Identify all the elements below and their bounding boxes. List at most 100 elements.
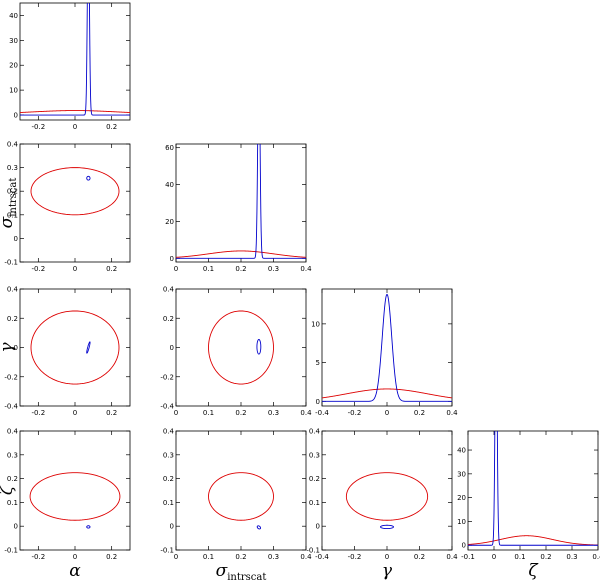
y-tick-label: 0.4 [163,286,175,294]
x-tick-label: 0.2 [235,553,246,561]
x-tick-label: 0.2 [106,409,117,417]
x-tick-label: 0.1 [514,553,525,561]
y-tick-label: 40 [165,181,174,189]
y-tick-label: 20 [165,218,174,226]
x-tick-label: 0.4 [592,553,600,561]
panel-r2-c0: -0.2 0 0.2 -0.4 -0.2 0 0.2 0.4 [4,286,131,417]
x-tick-label: -0.2 [348,553,362,561]
y-tick-label: -0.1 [160,547,174,555]
y-tick-label: 0.2 [7,188,18,196]
posterior-curve [20,3,130,116]
y-tick-label: 40 [457,447,466,455]
x-tick-label: 0.4 [300,409,312,417]
y-tick-label: 0.3 [7,164,18,172]
y-tick-label: -0.4 [160,403,174,411]
panel-frame [175,430,307,551]
x-tick-label: 0 [73,409,77,417]
y-axis-label-2: γ [0,342,17,353]
x-tick-label: -0.4 [315,409,329,417]
posterior-contour [256,339,262,355]
x-tick-label: -0.2 [31,409,45,417]
prior-curve [468,535,598,546]
panel-r3-c1: 0 0.1 0.2 0.3 0.4-0.100.10.20.30.4 [160,428,312,562]
y-tick-label: 0 [170,255,174,263]
x-tick-label: 0 [73,553,77,561]
y-tick-label: 0.3 [7,451,18,459]
y-tick-label: 30 [457,470,466,478]
y-axis-label-3: ζ [0,484,17,495]
y-tick-label: 30 [9,37,18,45]
x-tick-label: 0.2 [414,409,425,417]
x-tick-label: 0.4 [300,553,312,561]
y-tick-label: -0.1 [4,259,18,267]
param-symbol: α [69,561,81,581]
prior-contour [345,472,429,521]
param-symbol: γ [0,342,17,353]
posterior-contour [256,525,262,530]
x-tick-label: -0.2 [31,553,45,561]
x-tick-label: 0.2 [106,265,117,273]
panel-frame [19,288,131,407]
x-tick-label: -0.2 [348,409,362,417]
y-tick-label: 40 [9,12,18,20]
y-tick-label: 0.2 [163,315,174,323]
x-tick-label: -0.2 [31,265,45,273]
y-tick-label: 0.4 [309,428,321,436]
x-tick-label: 0 [385,409,389,417]
prior-curve [176,250,306,258]
y-tick-label: 0.1 [7,211,18,219]
posterior-curve [322,293,452,402]
y-tick-label: 0.2 [309,475,320,483]
y-tick-label: 5 [316,359,320,367]
x-tick-label: 0 [174,409,178,417]
prior-curve [322,388,452,399]
param-symbol: σ [216,561,228,581]
param-symbol: σ [0,216,17,228]
y-tick-label: -0.4 [4,403,18,411]
posterior-curve [468,431,598,546]
panel-r1-c1: 0 0.1 0.2 0.3 0.4 0 20 40 60 [165,143,312,273]
x-tick-label: 0.2 [235,409,246,417]
panel-r2-c2: -0.4 -0.2 0 0.2 0.4 0 5 10 [311,288,458,417]
param-symbol: γ [382,561,393,581]
prior-contour [30,167,120,216]
panel-r2-c1: 0 0.1 0.2 0.3 0.4 -0.4 -0.2 0 0.2 0.4 [160,286,312,418]
y-tick-label: 0.3 [163,451,174,459]
posterior-contour [86,525,91,529]
y-tick-label: -0.2 [160,373,174,381]
x-tick-label: 0.2 [106,123,117,131]
y-tick-label: -0.1 [306,547,320,555]
x-tick-label: 0.4 [446,553,458,561]
param-symbol: ζ [0,484,17,495]
y-tick-label: 0.1 [7,499,18,507]
y-tick-label: 0 [316,523,320,531]
y-tick-label: 0.4 [7,286,19,294]
y-tick-label: 10 [311,320,320,328]
y-tick-label: 0 [14,523,18,531]
posterior-curve [176,144,306,259]
x-tick-label: 0 [73,265,77,273]
x-tick-label: 0.2 [540,553,551,561]
panel-frame [19,430,131,551]
x-tick-label: 0 [73,123,77,131]
param-subscript: intrscat [227,572,266,583]
y-tick-label: 0.2 [7,315,18,323]
panel-frame [321,430,453,551]
x-tick-label: 0.3 [268,265,279,273]
x-tick-label: 0.2 [235,265,246,273]
panel-frame [175,143,307,263]
x-tick-label: 0.3 [566,553,577,561]
panel-frame [467,430,599,551]
prior-contour [30,310,120,385]
panel-r0-c0: -0.2 0 0.2 0 10 20 30 40 [9,2,131,131]
panel-frame [19,2,131,121]
x-axis-label-2: γ [382,561,393,581]
y-tick-label: 0 [14,235,18,243]
y-tick-label: 0.1 [163,499,174,507]
y-tick-label: 0 [170,344,174,352]
posterior-contour [380,524,394,530]
x-tick-label: -0.1 [461,553,475,561]
x-tick-label: 0 [385,553,389,561]
x-axis-label-1: σintrscat [216,561,267,583]
y-tick-label: 20 [457,494,466,502]
